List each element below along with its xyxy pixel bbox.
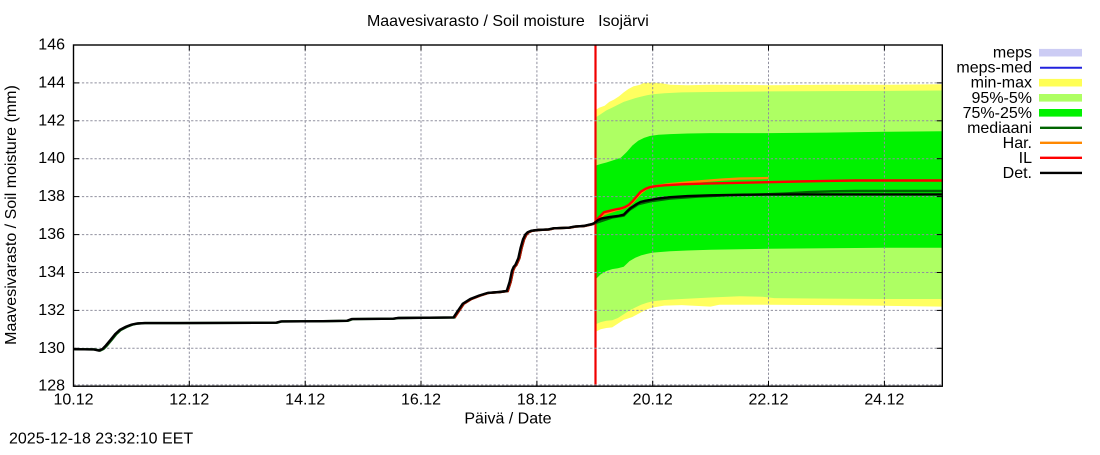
svg-text:Maavesivarasto / Soil moisture: Maavesivarasto / Soil moisture Isojärvi xyxy=(367,13,649,30)
svg-text:Maavesivarasto / Soil moisture: Maavesivarasto / Soil moisture (mm) xyxy=(3,85,20,345)
svg-text:Har.: Har. xyxy=(1003,135,1032,152)
svg-text:132: 132 xyxy=(38,302,65,319)
svg-text:meps-med: meps-med xyxy=(956,60,1032,77)
svg-text:22.12: 22.12 xyxy=(748,392,788,409)
svg-text:144: 144 xyxy=(38,74,65,91)
svg-text:2025-12-18 23:32:10 EET: 2025-12-18 23:32:10 EET xyxy=(9,431,193,448)
svg-text:12.12: 12.12 xyxy=(169,392,209,409)
svg-text:75%-25%: 75%-25% xyxy=(963,105,1032,122)
svg-text:Det.: Det. xyxy=(1003,165,1032,182)
svg-text:mediaani: mediaani xyxy=(967,120,1032,137)
svg-text:134: 134 xyxy=(38,264,65,281)
svg-text:140: 140 xyxy=(38,150,65,167)
svg-text:14.12: 14.12 xyxy=(285,392,325,409)
svg-text:138: 138 xyxy=(38,188,65,205)
svg-text:142: 142 xyxy=(38,112,65,129)
svg-text:IL: IL xyxy=(1019,150,1032,167)
svg-text:18.12: 18.12 xyxy=(517,392,557,409)
svg-text:Päivä / Date: Päivä / Date xyxy=(464,411,551,428)
svg-text:24.12: 24.12 xyxy=(864,392,904,409)
svg-text:128: 128 xyxy=(38,378,65,395)
svg-text:meps: meps xyxy=(993,45,1032,62)
svg-text:10.12: 10.12 xyxy=(53,392,93,409)
svg-text:20.12: 20.12 xyxy=(633,392,673,409)
svg-text:146: 146 xyxy=(38,37,65,54)
svg-text:130: 130 xyxy=(38,340,65,357)
svg-text:136: 136 xyxy=(38,226,65,243)
svg-text:min-max: min-max xyxy=(971,75,1032,92)
svg-text:16.12: 16.12 xyxy=(401,392,441,409)
svg-text:95%-5%: 95%-5% xyxy=(972,90,1032,107)
